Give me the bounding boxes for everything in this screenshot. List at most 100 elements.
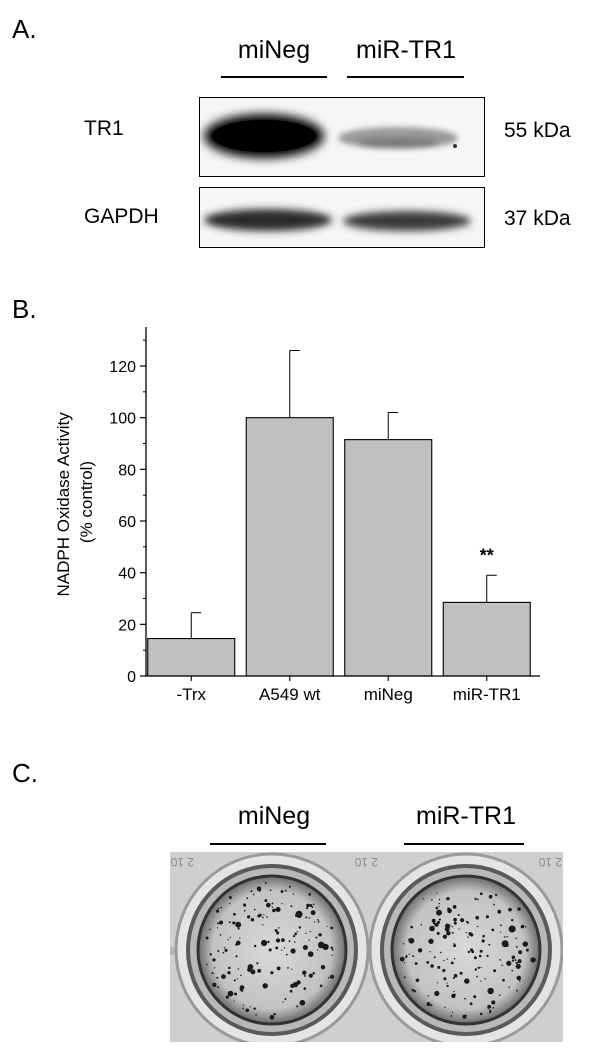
colony-dot [271, 902, 274, 905]
colony-dot [242, 1004, 245, 1006]
colony-dot [247, 964, 254, 970]
colony-dot [428, 938, 434, 944]
colony-dot [243, 903, 247, 907]
colony-dot [228, 902, 231, 905]
x-tick-label: miNeg [364, 685, 413, 704]
colony-dot [214, 967, 216, 969]
colony-dot [473, 995, 477, 999]
colony-dot [473, 956, 477, 960]
colony-dot [477, 966, 481, 970]
colony-dot [290, 948, 296, 954]
colony-dot [426, 961, 430, 964]
y-axis-label-line-2: (% control) [77, 461, 96, 543]
colony-dot [283, 947, 286, 949]
colony-dot [402, 943, 405, 945]
panel-b-letter: B. [12, 294, 37, 324]
panel-a-letter: A. [12, 14, 37, 44]
colony-dot [217, 949, 220, 953]
colony-dot [518, 950, 523, 955]
x-tick-label: A549 wt [259, 685, 321, 704]
colony-dot [487, 1004, 492, 1009]
colony-dot [477, 898, 479, 901]
colony-dot [453, 973, 458, 978]
bar-mineg [344, 439, 433, 677]
colony-dot [494, 893, 498, 897]
colony-dot [242, 1007, 244, 1010]
colony-dot [408, 953, 410, 955]
colony-dot [249, 1006, 252, 1008]
colony-dot [205, 936, 209, 940]
colony-dot [315, 936, 318, 939]
colony-dot [517, 907, 521, 911]
colony-dot [453, 958, 456, 960]
colony-dot [501, 964, 503, 967]
well-label-mir-tr1: miR-TR1 [416, 802, 516, 830]
colony-dot [530, 957, 536, 963]
colony-dot [246, 915, 251, 919]
colony-dot [453, 921, 457, 925]
colony-dot [519, 980, 521, 982]
colony-dot [223, 947, 226, 949]
colony-dot [282, 1001, 284, 1003]
colony-dot [290, 905, 293, 908]
colony-dot [475, 915, 480, 920]
colony-dot [264, 881, 267, 884]
colony-dot [479, 949, 483, 953]
colony-dot [219, 934, 222, 936]
colony-dot [515, 961, 518, 965]
colony-dot [257, 968, 262, 973]
colony-dot [411, 988, 414, 992]
colony-dot [316, 949, 319, 951]
plate-mark-text: 2 10 [170, 855, 194, 869]
colony-dot [410, 925, 413, 929]
blot-row-label-tr1: TR1 [84, 117, 124, 140]
colony-dot [312, 972, 315, 975]
colony-dot [491, 1000, 496, 1005]
colony-dot [499, 958, 502, 961]
colony-dot [271, 906, 274, 908]
colony-dot [506, 935, 508, 938]
colony-dot [308, 893, 312, 896]
colony-dot [281, 902, 283, 905]
x-tick-label: -Trx [176, 685, 206, 704]
colony-dot [510, 928, 513, 930]
colony-dot [305, 916, 308, 919]
colony-dot [293, 941, 296, 943]
colony-dot [212, 958, 216, 962]
y-tick-label: 120 [109, 359, 136, 376]
colony-dot [275, 946, 279, 950]
colony-dot [488, 894, 493, 899]
colony-dot [442, 935, 445, 938]
colony-dot [438, 898, 441, 901]
significance-marker: ** [480, 545, 494, 565]
y-tick-label: 0 [127, 669, 136, 686]
colony-dot [250, 917, 255, 922]
colony-dot [450, 961, 454, 965]
colony-dot [292, 981, 299, 988]
y-axis-label: NADPH Oxidase Activity (% control) [54, 408, 96, 597]
colony-dot [450, 1015, 453, 1017]
colony-dot [262, 916, 264, 919]
colony-dot [468, 932, 472, 936]
colony-dot [250, 890, 253, 893]
colony-dot [479, 892, 483, 896]
colony-dot [436, 909, 442, 916]
colony-dot [403, 962, 406, 964]
colony-dot [508, 986, 511, 989]
colony-dot [284, 889, 287, 892]
colony-dot [467, 950, 471, 954]
colony-dot [426, 1002, 431, 1007]
colony-dot [260, 939, 268, 947]
colony-dot [255, 1013, 257, 1016]
colony-dot [491, 988, 493, 990]
colony-dot [232, 912, 236, 916]
colony-dot [275, 938, 281, 943]
colony-dot [439, 951, 442, 954]
colony-formation-plate-photo: 2 10 2 10 2 10 [170, 852, 563, 1042]
colony-dot [476, 975, 478, 978]
colony-dot [281, 949, 283, 951]
blot-row-label-gapdh: GAPDH [84, 205, 159, 228]
colony-dot [206, 963, 208, 966]
colony-dot [308, 939, 310, 941]
colony-dot [302, 970, 307, 975]
